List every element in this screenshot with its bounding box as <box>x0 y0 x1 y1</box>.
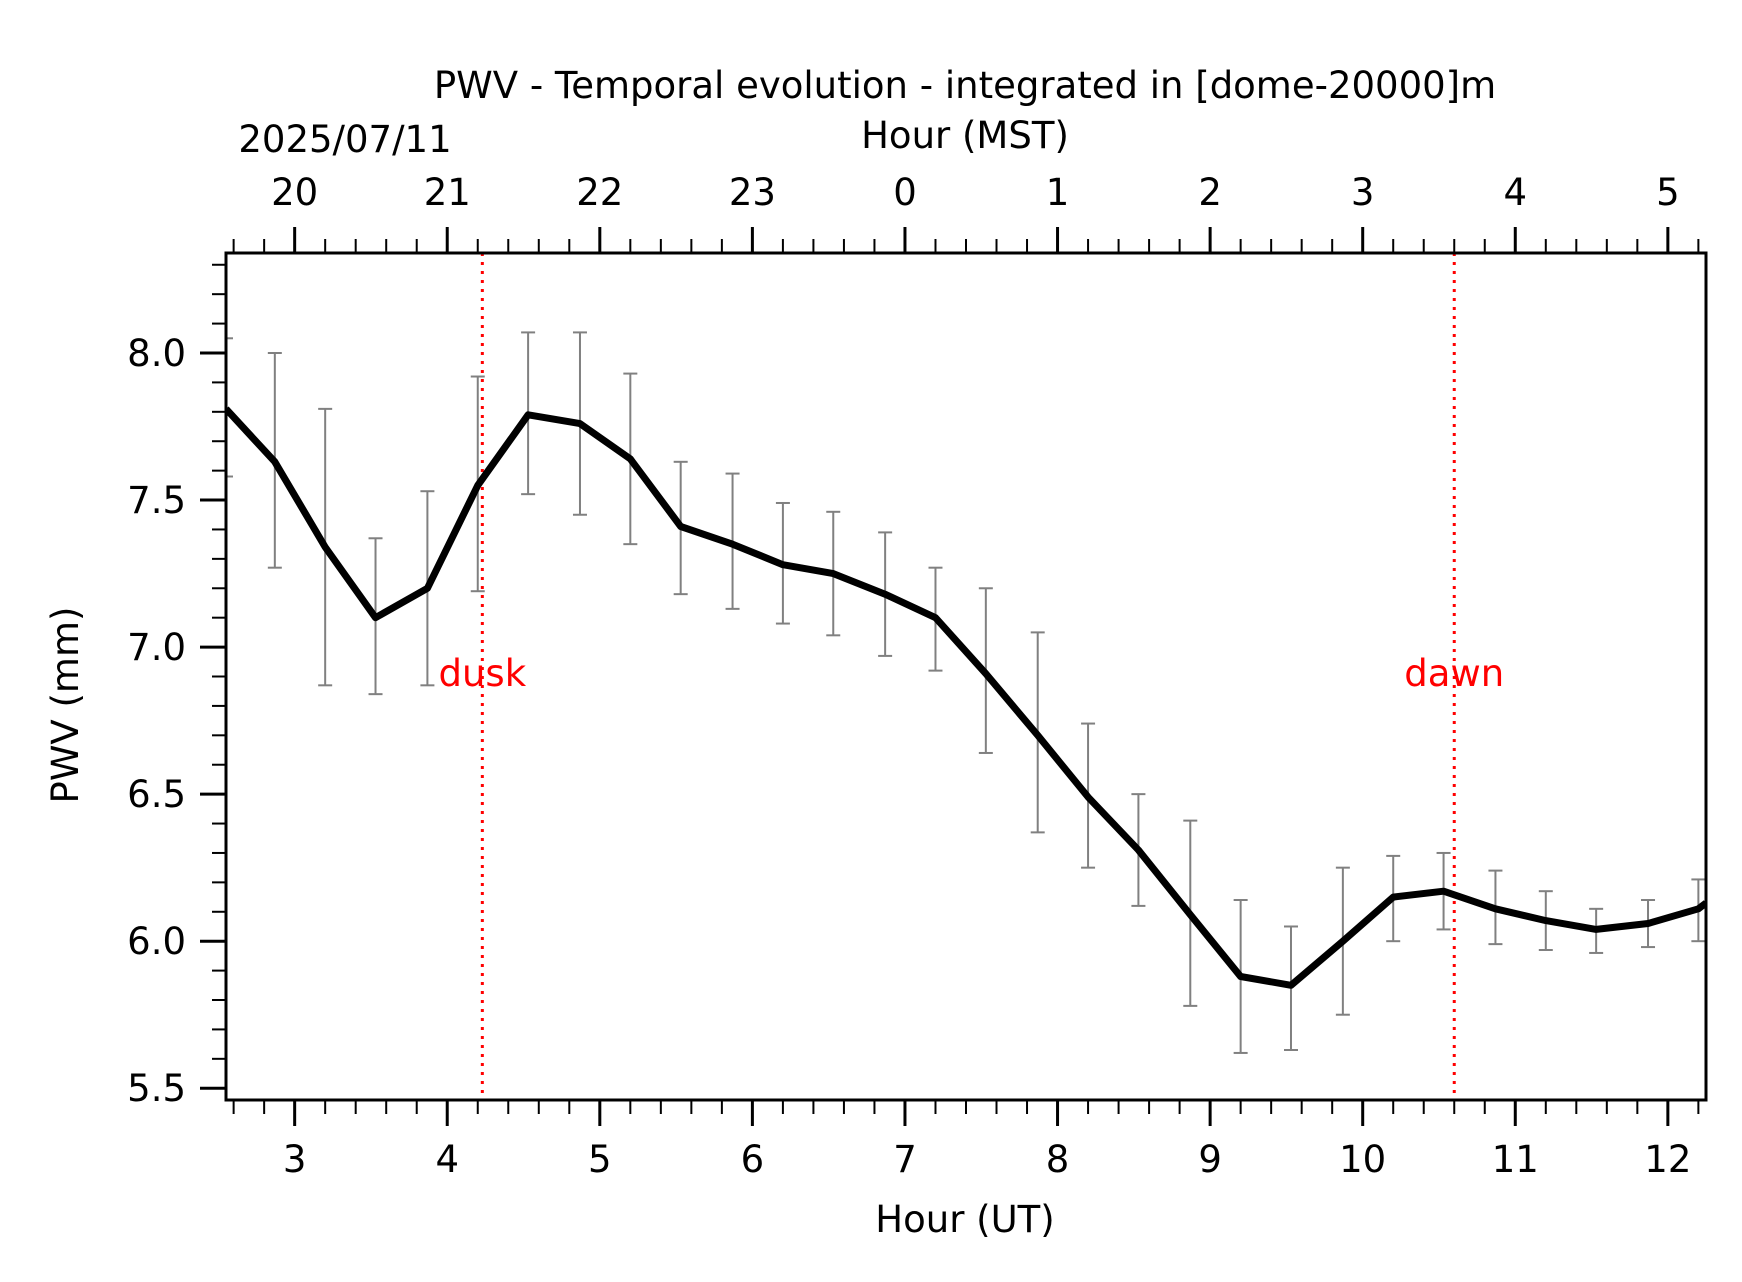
x-tick-label: 12 <box>1644 1138 1691 1181</box>
x-tick-label: 11 <box>1492 1138 1539 1181</box>
top-tick-label: 20 <box>271 171 318 214</box>
y-tick-label: 7.0 <box>127 626 186 669</box>
y-tick-label: 6.5 <box>127 773 186 816</box>
top-tick-label: 1 <box>1046 171 1070 214</box>
event-lines: dusk dawn <box>439 253 1504 1100</box>
top-tick-label: 3 <box>1351 171 1375 214</box>
axis-ticks <box>200 227 1700 1126</box>
tick-labels: 3 20 4 21 5 22 6 23 7 0 8 1 9 2 10 3 11 4 12 5 5.5 6.0 6.5 7.0 7… <box>127 171 1691 1181</box>
top-tick-label: 21 <box>424 171 471 214</box>
series-layer <box>226 406 1706 989</box>
error-bar <box>226 337 233 478</box>
top-tick-label: 4 <box>1504 171 1528 214</box>
top-tick-label: 23 <box>729 171 776 214</box>
event-label-dusk: dusk <box>439 652 527 695</box>
x-tick-label: 3 <box>283 1138 307 1181</box>
y-tick-label: 8.0 <box>127 332 186 375</box>
x-tick-label: 7 <box>893 1138 917 1181</box>
y-tick-label: 6.0 <box>127 920 186 963</box>
top-tick-label: 22 <box>576 171 623 214</box>
y-tick-label: 5.5 <box>127 1067 186 1110</box>
x-tick-label: 5 <box>588 1138 612 1181</box>
x-tick-label: 9 <box>1198 1138 1222 1181</box>
y-tick-label: 7.5 <box>127 479 186 522</box>
pwv-series-line <box>226 406 1706 989</box>
top-tick-label: 2 <box>1198 171 1222 214</box>
event-label-dawn: dawn <box>1404 652 1504 695</box>
top-tick-label: 5 <box>1656 171 1680 214</box>
x-axis-title: Hour (UT) <box>875 1198 1054 1241</box>
date-label: 2025/07/11 <box>238 118 451 161</box>
top-tick-label: 0 <box>893 171 917 214</box>
top-axis-title: Hour (MST) <box>861 114 1069 157</box>
x-tick-label: 6 <box>741 1138 765 1181</box>
x-tick-label: 10 <box>1339 1138 1386 1181</box>
chart-title: PWV - Temporal evolution - integrated in… <box>434 64 1496 107</box>
y-axis-title: PWV (mm) <box>44 607 87 804</box>
x-tick-label: 4 <box>435 1138 459 1181</box>
x-tick-label: 8 <box>1046 1138 1070 1181</box>
